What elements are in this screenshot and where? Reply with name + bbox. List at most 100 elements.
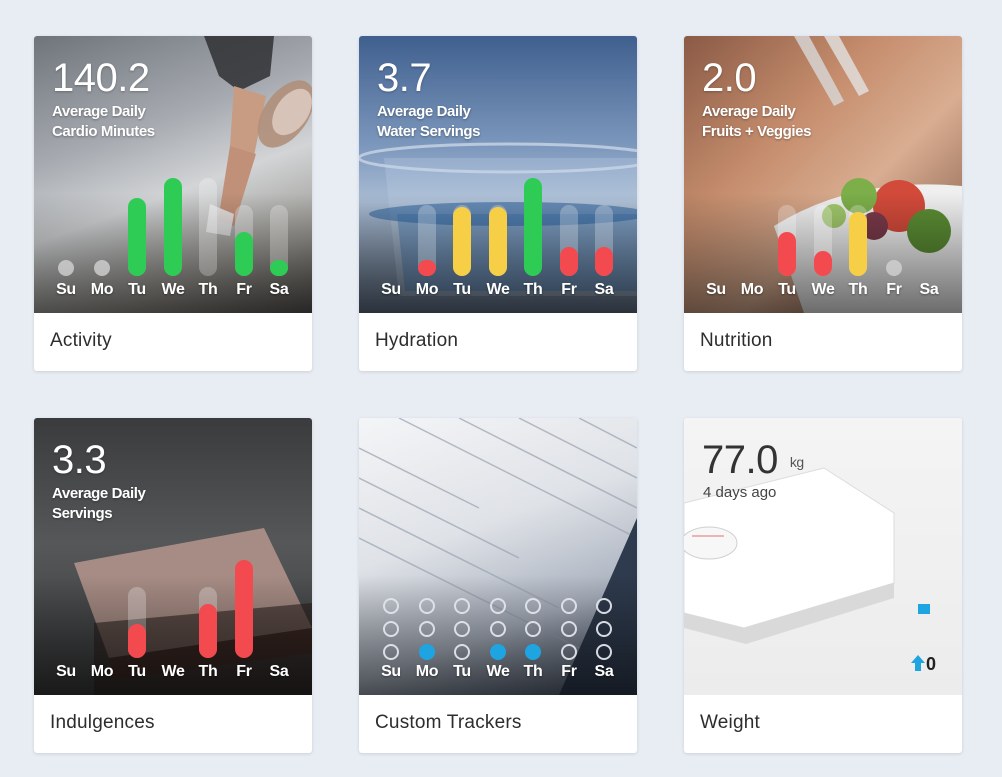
tracker-circle	[419, 644, 435, 660]
weight-change: 0	[910, 654, 936, 677]
tracker-circle	[561, 644, 577, 660]
nutrition-card[interactable]: 2.0 Average Daily Fruits + Veggies Su Mo T…	[684, 36, 962, 371]
day-label-mo: Mo	[415, 663, 439, 680]
subtitle-line-2: Cardio Minutes	[52, 123, 155, 140]
hydration-card[interactable]: 3.7 Average Daily Water Servings Su Mo Tu W…	[359, 36, 637, 371]
indulgences-label: Indulgences	[50, 712, 155, 733]
bar-mo	[418, 260, 436, 276]
day-label-fr: Fr	[236, 663, 252, 680]
weight-trend-marker	[918, 604, 930, 614]
day-label-we: We	[161, 663, 185, 680]
tracker-circle	[525, 621, 541, 637]
bar-we	[489, 207, 507, 276]
day-label-sa: Sa	[919, 281, 939, 298]
weight-card[interactable]: 77.0 kg 4 days ago 0 Weight	[684, 418, 962, 753]
nutrition-subtitle: Average Daily Fruits + Veggies	[702, 102, 852, 142]
bar-tu	[778, 232, 796, 276]
subtitle-line-1: Average Daily	[702, 103, 796, 120]
tracker-circle	[454, 598, 470, 614]
weight-hero-image: 77.0 kg 4 days ago 0	[684, 418, 962, 695]
tracker-circle	[490, 598, 506, 614]
indulgences-hero-image: 3.3 Average Daily Servings Su Mo Tu We Th Fr S…	[34, 418, 312, 695]
subtitle-line-2: Fruits + Veggies	[702, 123, 812, 140]
activity-label: Activity	[50, 330, 112, 351]
custom-trackers-hero-image: Su Mo Tu We Th Fr Sa	[359, 418, 637, 695]
weight-since: 4 days ago	[703, 484, 777, 501]
bar-th	[199, 604, 217, 658]
tracker-circle	[596, 621, 612, 637]
tracker-circle	[419, 621, 435, 637]
bar-we	[164, 178, 182, 276]
activity-subtitle: Average Daily Cardio Minutes	[52, 102, 202, 142]
day-label-mo: Mo	[740, 281, 764, 298]
tracker-circle	[454, 621, 470, 637]
activity-hero-image: 140.2 Average Daily Cardio Minutes Su Mo T…	[34, 36, 312, 313]
bar-tu	[453, 207, 471, 276]
tracker-circle	[561, 598, 577, 614]
day-label-we: We	[486, 663, 510, 680]
custom-trackers-day-labels: Su Mo Tu We Th Fr Sa	[373, 663, 633, 683]
day-label-su: Su	[381, 281, 401, 298]
tracker-circle	[454, 644, 470, 660]
day-label-th: Th	[198, 281, 218, 298]
bar-tu	[128, 198, 146, 276]
tracker-circle	[525, 598, 541, 614]
bar-th	[199, 178, 217, 276]
nutrition-day-labels: Su Mo Tu We Th Fr Sa	[698, 281, 958, 301]
nutrition-value: 2.0	[702, 56, 757, 100]
nutrition-label: Nutrition	[700, 330, 773, 351]
nutrition-hero-image: 2.0 Average Daily Fruits + Veggies Su Mo T…	[684, 36, 962, 313]
day-label-th: Th	[198, 663, 218, 680]
tracker-circle	[490, 621, 506, 637]
bar-su	[58, 260, 74, 276]
hero-gradient	[34, 575, 312, 695]
day-label-tu: Tu	[453, 281, 471, 298]
hydration-hero-image: 3.7 Average Daily Water Servings Su Mo Tu W…	[359, 36, 637, 313]
activity-value: 140.2	[52, 56, 150, 100]
hydration-subtitle: Average Daily Water Servings	[377, 102, 527, 142]
indulgences-subtitle: Average Daily Servings	[52, 484, 202, 524]
day-label-sa: Sa	[594, 281, 614, 298]
day-label-fr: Fr	[886, 281, 902, 298]
indulgences-day-labels: Su Mo Tu We Th Fr Sa	[48, 663, 308, 683]
day-label-tu: Tu	[128, 281, 146, 298]
day-label-fr: Fr	[561, 281, 577, 298]
bar-fr	[235, 560, 253, 658]
bar-sa	[270, 260, 288, 276]
indulgences-bars	[34, 418, 312, 695]
tracker-circle	[490, 644, 506, 660]
custom-trackers-label: Custom Trackers	[375, 712, 522, 733]
scale-illustration	[684, 467, 895, 644]
day-label-sa: Sa	[269, 281, 289, 298]
activity-card[interactable]: 140.2 Average Daily Cardio Minutes Su Mo T…	[34, 36, 312, 371]
day-label-we: We	[486, 281, 510, 298]
weight-unit: kg	[789, 454, 804, 471]
tracker-circle	[561, 621, 577, 637]
bar-tu	[128, 624, 146, 658]
tracker-circle	[596, 598, 612, 614]
bar-we	[814, 251, 832, 276]
weight-change-value: 0	[926, 654, 937, 674]
day-label-tu: Tu	[128, 663, 146, 680]
day-label-th: Th	[848, 281, 868, 298]
day-label-su: Su	[56, 281, 76, 298]
tracker-circle	[596, 644, 612, 660]
weight-value: 77.0 kg	[702, 438, 804, 483]
hydration-label: Hydration	[375, 330, 459, 351]
day-label-tu: Tu	[453, 663, 471, 680]
bar-fr	[235, 232, 253, 276]
subtitle-line-2: Water Servings	[377, 123, 481, 140]
subtitle-line-2: Servings	[52, 505, 113, 522]
day-label-su: Su	[706, 281, 726, 298]
bar-fr	[886, 260, 902, 276]
hydration-value: 3.7	[377, 56, 432, 100]
custom-trackers-card[interactable]: Su Mo Tu We Th Fr Sa Custom Trackers	[359, 418, 637, 753]
bar-th	[524, 178, 542, 276]
indulgences-card[interactable]: 3.3 Average Daily Servings Su Mo Tu We Th Fr S…	[34, 418, 312, 753]
day-label-we: We	[161, 281, 185, 298]
hydration-bars	[359, 36, 637, 313]
subtitle-line-1: Average Daily	[377, 103, 471, 120]
nutrition-bars	[684, 36, 962, 313]
day-label-mo: Mo	[90, 281, 114, 298]
activity-day-labels: Su Mo Tu We Th Fr Sa	[48, 281, 308, 301]
